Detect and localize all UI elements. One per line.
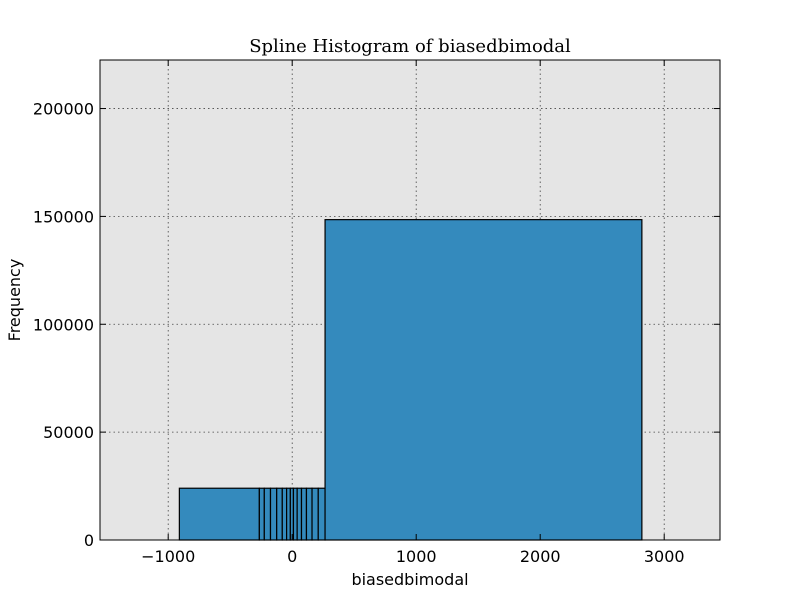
histogram-bar <box>296 487 303 541</box>
histogram-bar <box>276 487 283 541</box>
x-tick-label: 2000 <box>520 547 561 566</box>
histogram-bar <box>300 487 308 541</box>
y-axis-label: Frequency <box>5 259 24 342</box>
x-axis-label: biasedbimodal <box>351 570 468 589</box>
x-tick-label: 3000 <box>644 547 685 566</box>
histogram-bar <box>305 487 313 541</box>
y-tick-label: 100000 <box>33 315 94 334</box>
ticks: −1000 0 1000 2000 3000 0 50000 100000 150000 2000… <box>33 60 720 566</box>
y-tick-label: 200000 <box>33 100 94 119</box>
bars <box>178 219 643 541</box>
y-tick-label: 50000 <box>43 423 94 442</box>
chart-title: Spline Histogram of biasedbimodal <box>249 36 571 57</box>
histogram-bar <box>269 487 278 541</box>
plot-frame <box>99 59 721 541</box>
y-tick-label: 150000 <box>33 207 94 226</box>
histogram-bar <box>281 487 288 541</box>
x-tick-label: −1000 <box>141 547 195 566</box>
histogram-bar <box>317 487 326 541</box>
histogram-bar <box>258 487 265 541</box>
x-tick-label: 0 <box>287 547 297 566</box>
histogram-bar <box>324 219 643 541</box>
histogram-bar <box>311 487 319 541</box>
histogram-bar <box>178 487 260 541</box>
y-tick-label: 0 <box>84 531 94 550</box>
histogram-bar <box>263 487 272 541</box>
x-tick-label: 1000 <box>396 547 437 566</box>
